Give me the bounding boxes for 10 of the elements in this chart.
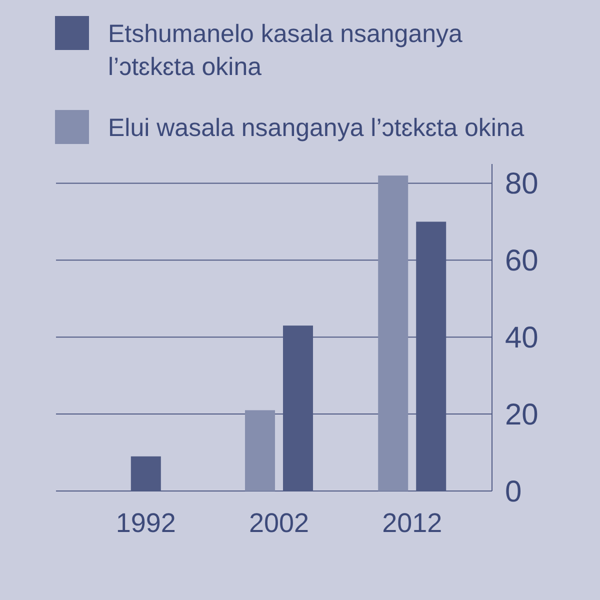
y-tick-label: 60 <box>505 244 538 278</box>
y-tick-label: 0 <box>505 476 522 508</box>
y-tick-label: 80 <box>505 168 538 201</box>
x-tick-label: 2002 <box>248 508 310 538</box>
legend-label: Elui wasala nsanganya l’ɔtɛkɛta okina <box>108 114 524 142</box>
x-tick-label: 1992 <box>116 508 176 538</box>
y-tick-label: 20 <box>505 398 538 432</box>
x-tick-label: 2012 <box>382 508 442 538</box>
y-tick-label: 40 <box>505 322 538 355</box>
legend-label: Etshumanelo kasala nsanganya l’ɔtɛkɛta okina <box>108 20 463 81</box>
